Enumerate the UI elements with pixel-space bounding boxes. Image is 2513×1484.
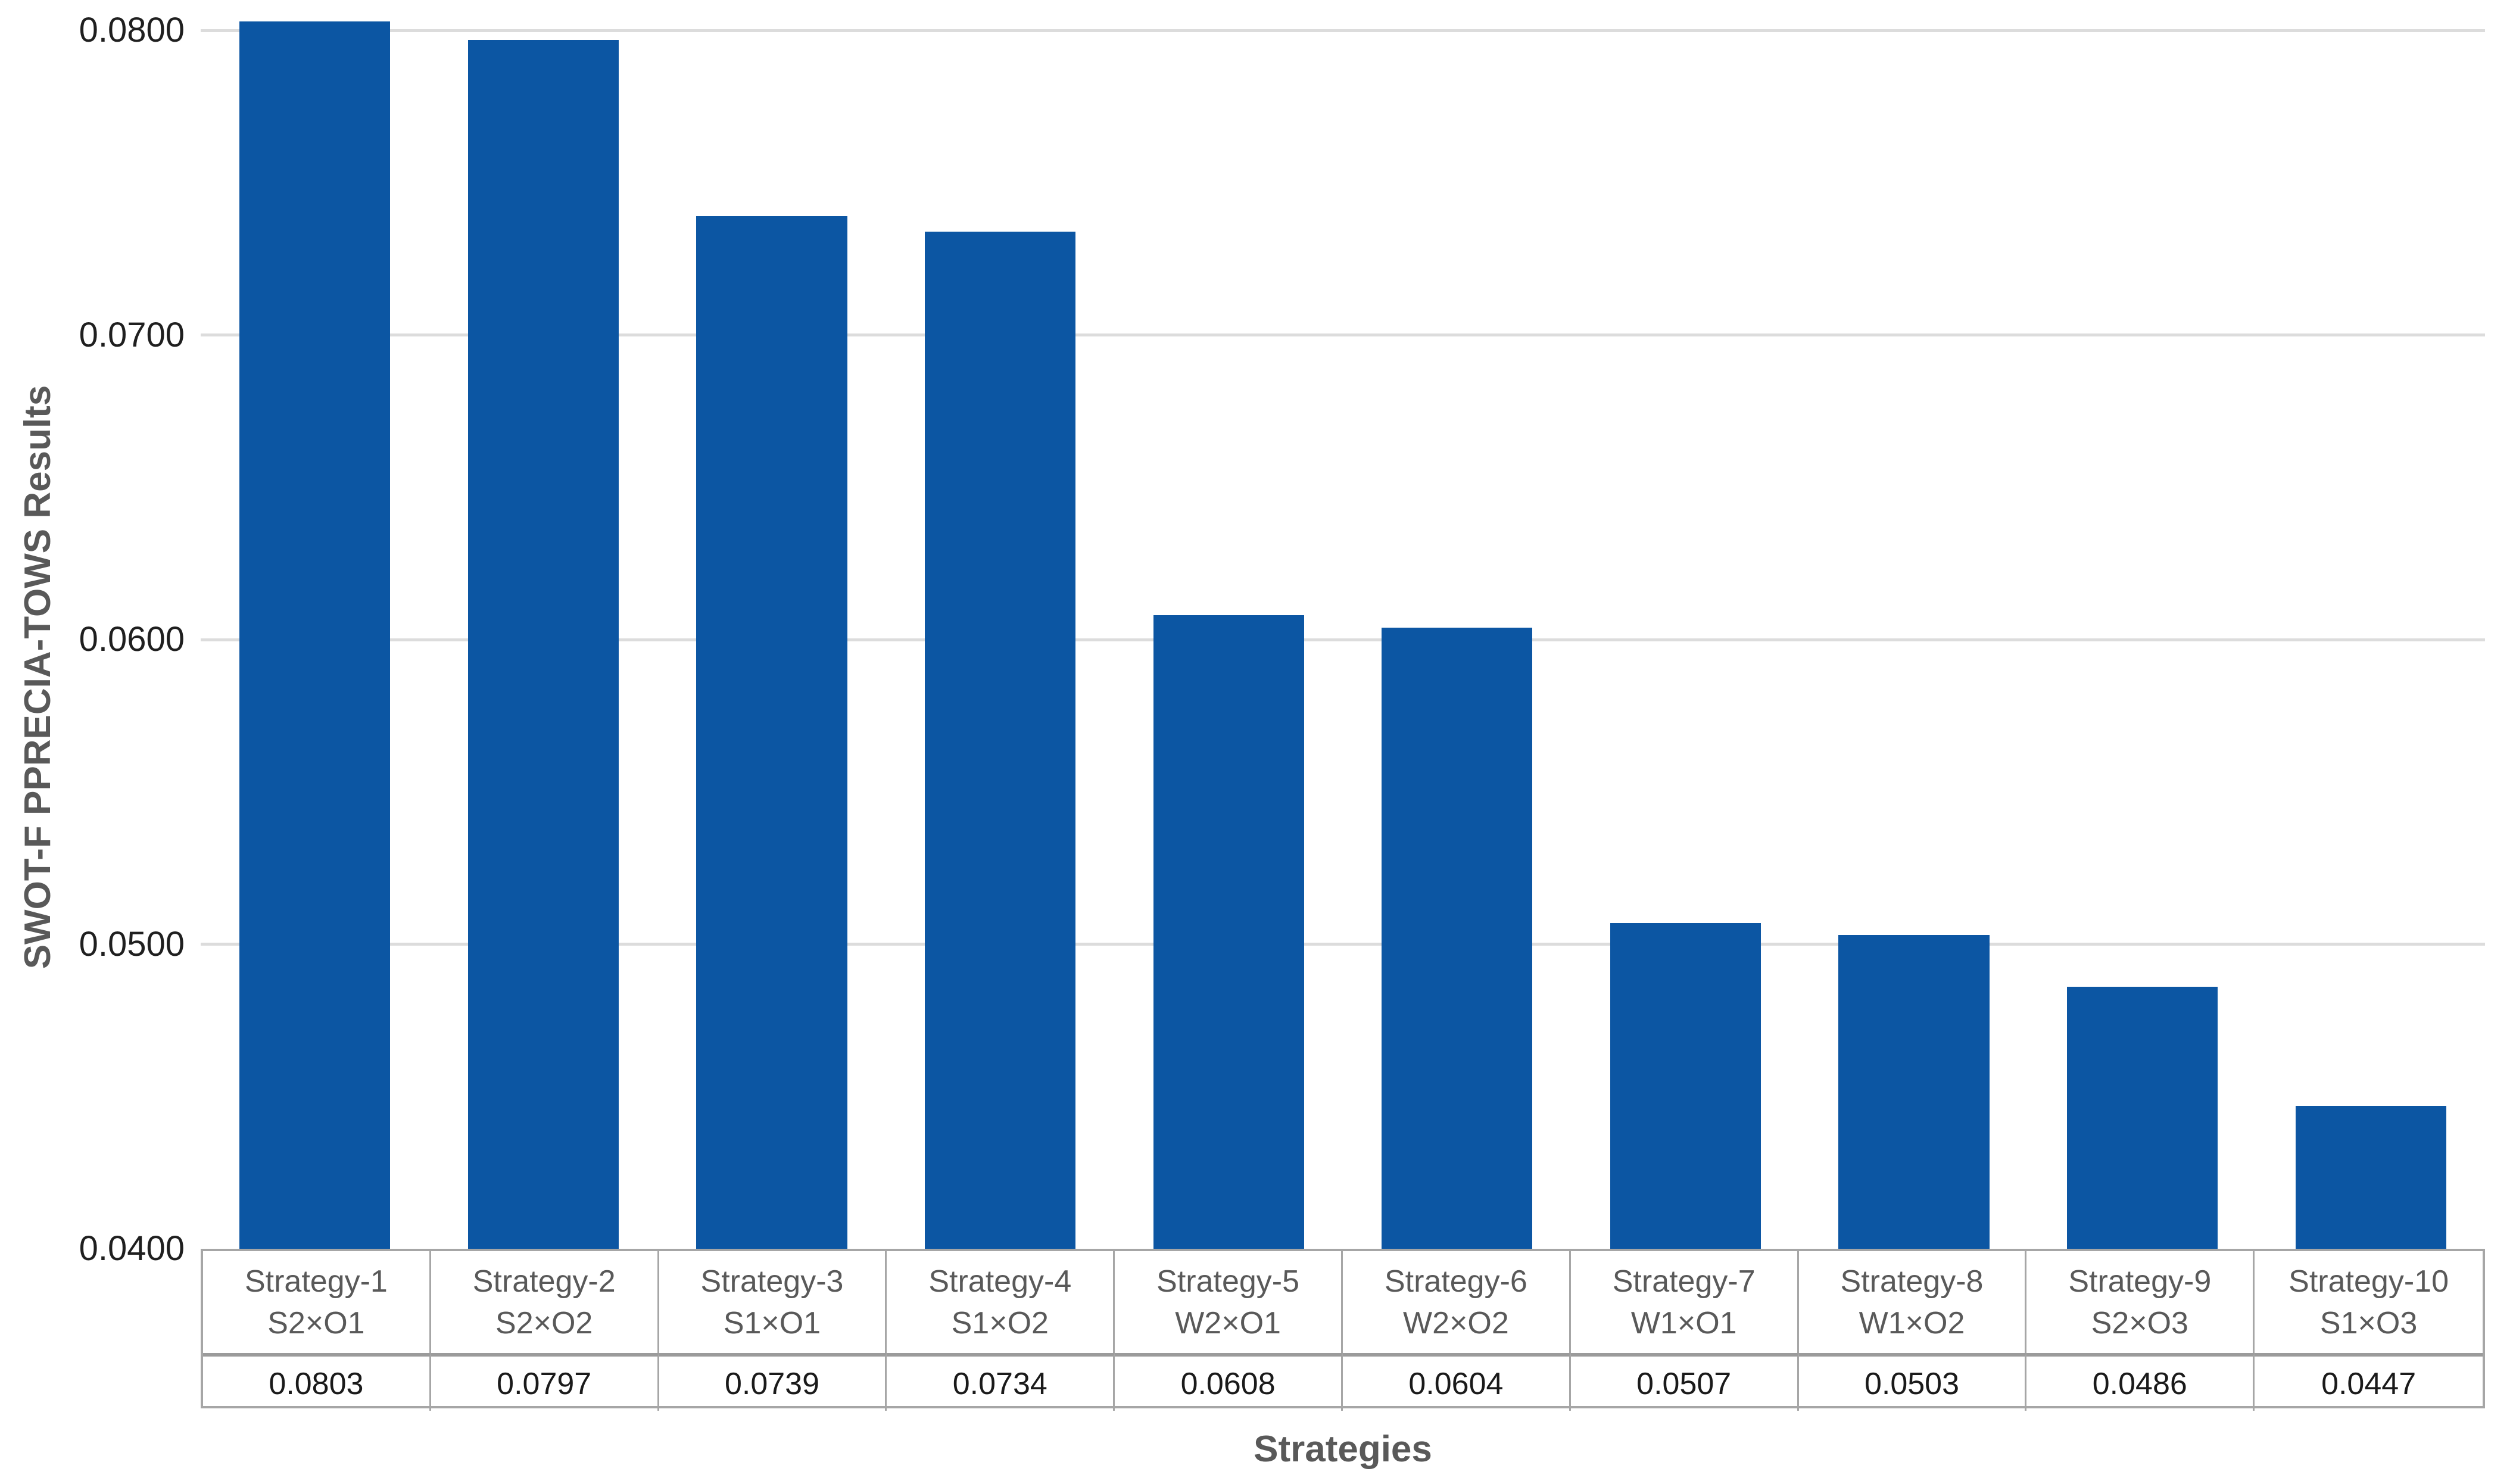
strategy-code: S2×O2 bbox=[495, 1305, 593, 1340]
bar-slot bbox=[2256, 0, 2485, 1249]
strategy-name: Strategy-7 bbox=[1612, 1264, 1756, 1299]
strategy-name: Strategy-6 bbox=[1384, 1264, 1527, 1299]
bar-strategy-8 bbox=[1838, 935, 1990, 1249]
strategy-code: W2×O2 bbox=[1403, 1305, 1509, 1340]
bar-slot bbox=[2028, 0, 2257, 1249]
gridline bbox=[201, 638, 2485, 641]
gridline bbox=[201, 29, 2485, 32]
strategy-code: S1×O1 bbox=[723, 1305, 821, 1340]
bar-slot bbox=[1343, 0, 1572, 1249]
strategy-code: S2×O1 bbox=[267, 1305, 365, 1340]
strategy-code: W1×O1 bbox=[1630, 1305, 1737, 1340]
strategy-label-cell: Strategy-6 W2×O2 bbox=[1343, 1251, 1571, 1353]
strategy-value-cell: 0.0797 bbox=[431, 1353, 659, 1411]
gridline bbox=[201, 943, 2485, 946]
bar-strategy-9 bbox=[2066, 987, 2218, 1249]
strategy-label-cell: Strategy-10 S1×O3 bbox=[2255, 1251, 2483, 1353]
strategy-code: W2×O1 bbox=[1175, 1305, 1281, 1340]
bar-strategy-1 bbox=[239, 21, 391, 1249]
bar-strategy-6 bbox=[1382, 627, 1533, 1249]
x-axis-title: Strategies bbox=[1254, 1429, 1432, 1470]
bar-strategy-10 bbox=[2295, 1105, 2446, 1249]
strategy-code: S1×O2 bbox=[951, 1305, 1049, 1340]
strategy-label-cell: Strategy-8 W1×O2 bbox=[1799, 1251, 2027, 1353]
strategy-value-cell: 0.0604 bbox=[1342, 1353, 1571, 1411]
strategy-name: Strategy-10 bbox=[2288, 1264, 2449, 1299]
bar-slot bbox=[657, 0, 886, 1249]
y-tick-label: 0.0800 bbox=[79, 11, 185, 50]
y-tick-label: 0.0700 bbox=[79, 315, 185, 354]
bar-strategy-3 bbox=[696, 216, 847, 1249]
y-tick-label: 0.0400 bbox=[79, 1229, 185, 1268]
bar-slot bbox=[886, 0, 1115, 1249]
strategy-code: W1×O2 bbox=[1859, 1305, 1965, 1340]
y-axis-title: SWOT-F PPRECIA-TOWS Results bbox=[17, 385, 58, 969]
bar-strategy-4 bbox=[924, 231, 1076, 1249]
bar-series bbox=[201, 0, 2485, 1249]
strategy-value-cell: 0.0507 bbox=[1570, 1353, 1799, 1411]
strategy-name: Strategy-1 bbox=[244, 1264, 388, 1299]
bar-slot bbox=[1800, 0, 2028, 1249]
strategy-value-cell: 0.0608 bbox=[1115, 1353, 1343, 1411]
bar-strategy-2 bbox=[467, 39, 619, 1249]
strategy-label-cell: Strategy-5 W2×O1 bbox=[1115, 1251, 1343, 1353]
strategy-value-cell: 0.0803 bbox=[203, 1353, 431, 1411]
bar-slot bbox=[1572, 0, 1800, 1249]
plot-area bbox=[201, 0, 2485, 1249]
gridline bbox=[201, 333, 2485, 337]
strategy-label-cell: Strategy-7 W1×O1 bbox=[1571, 1251, 1799, 1353]
bar-slot bbox=[1114, 0, 1343, 1249]
strategy-value-cell: 0.0447 bbox=[2255, 1353, 2483, 1411]
strategy-label-cell: Strategy-3 S1×O1 bbox=[659, 1251, 887, 1353]
bar-strategy-7 bbox=[1610, 922, 1761, 1249]
strategy-name: Strategy-4 bbox=[928, 1264, 1072, 1299]
strategy-label-cell: Strategy-9 S2×O3 bbox=[2026, 1251, 2255, 1353]
strategy-value-cell: 0.0503 bbox=[1798, 1353, 2027, 1411]
category-table: Strategy-1 S2×O1 Strategy-2 S2×O2 Strategy-3… bbox=[201, 1249, 2485, 1411]
strategy-code: S2×O3 bbox=[2091, 1305, 2188, 1340]
strategy-value-cell: 0.0486 bbox=[2026, 1353, 2255, 1411]
y-tick-label: 0.0500 bbox=[79, 924, 185, 964]
strategy-name: Strategy-3 bbox=[700, 1264, 844, 1299]
strategy-value-cell: 0.0734 bbox=[887, 1353, 1115, 1411]
strategy-name: Strategy-2 bbox=[472, 1264, 616, 1299]
strategy-name: Strategy-8 bbox=[1840, 1264, 1984, 1299]
strategy-label-cell: Strategy-4 S1×O2 bbox=[887, 1251, 1115, 1353]
strategy-code: S1×O3 bbox=[2319, 1305, 2418, 1340]
bar-slot bbox=[201, 0, 429, 1249]
bar-strategy-5 bbox=[1153, 615, 1304, 1249]
y-tick-label: 0.0600 bbox=[79, 620, 185, 659]
strategy-value-cell: 0.0739 bbox=[659, 1353, 887, 1411]
bar-slot bbox=[429, 0, 658, 1249]
strategy-label-cell: Strategy-1 S2×O1 bbox=[203, 1251, 431, 1353]
strategy-name: Strategy-9 bbox=[2068, 1264, 2212, 1299]
strategy-name: Strategy-5 bbox=[1156, 1264, 1300, 1299]
strategy-label-cell: Strategy-2 S2×O2 bbox=[431, 1251, 659, 1353]
